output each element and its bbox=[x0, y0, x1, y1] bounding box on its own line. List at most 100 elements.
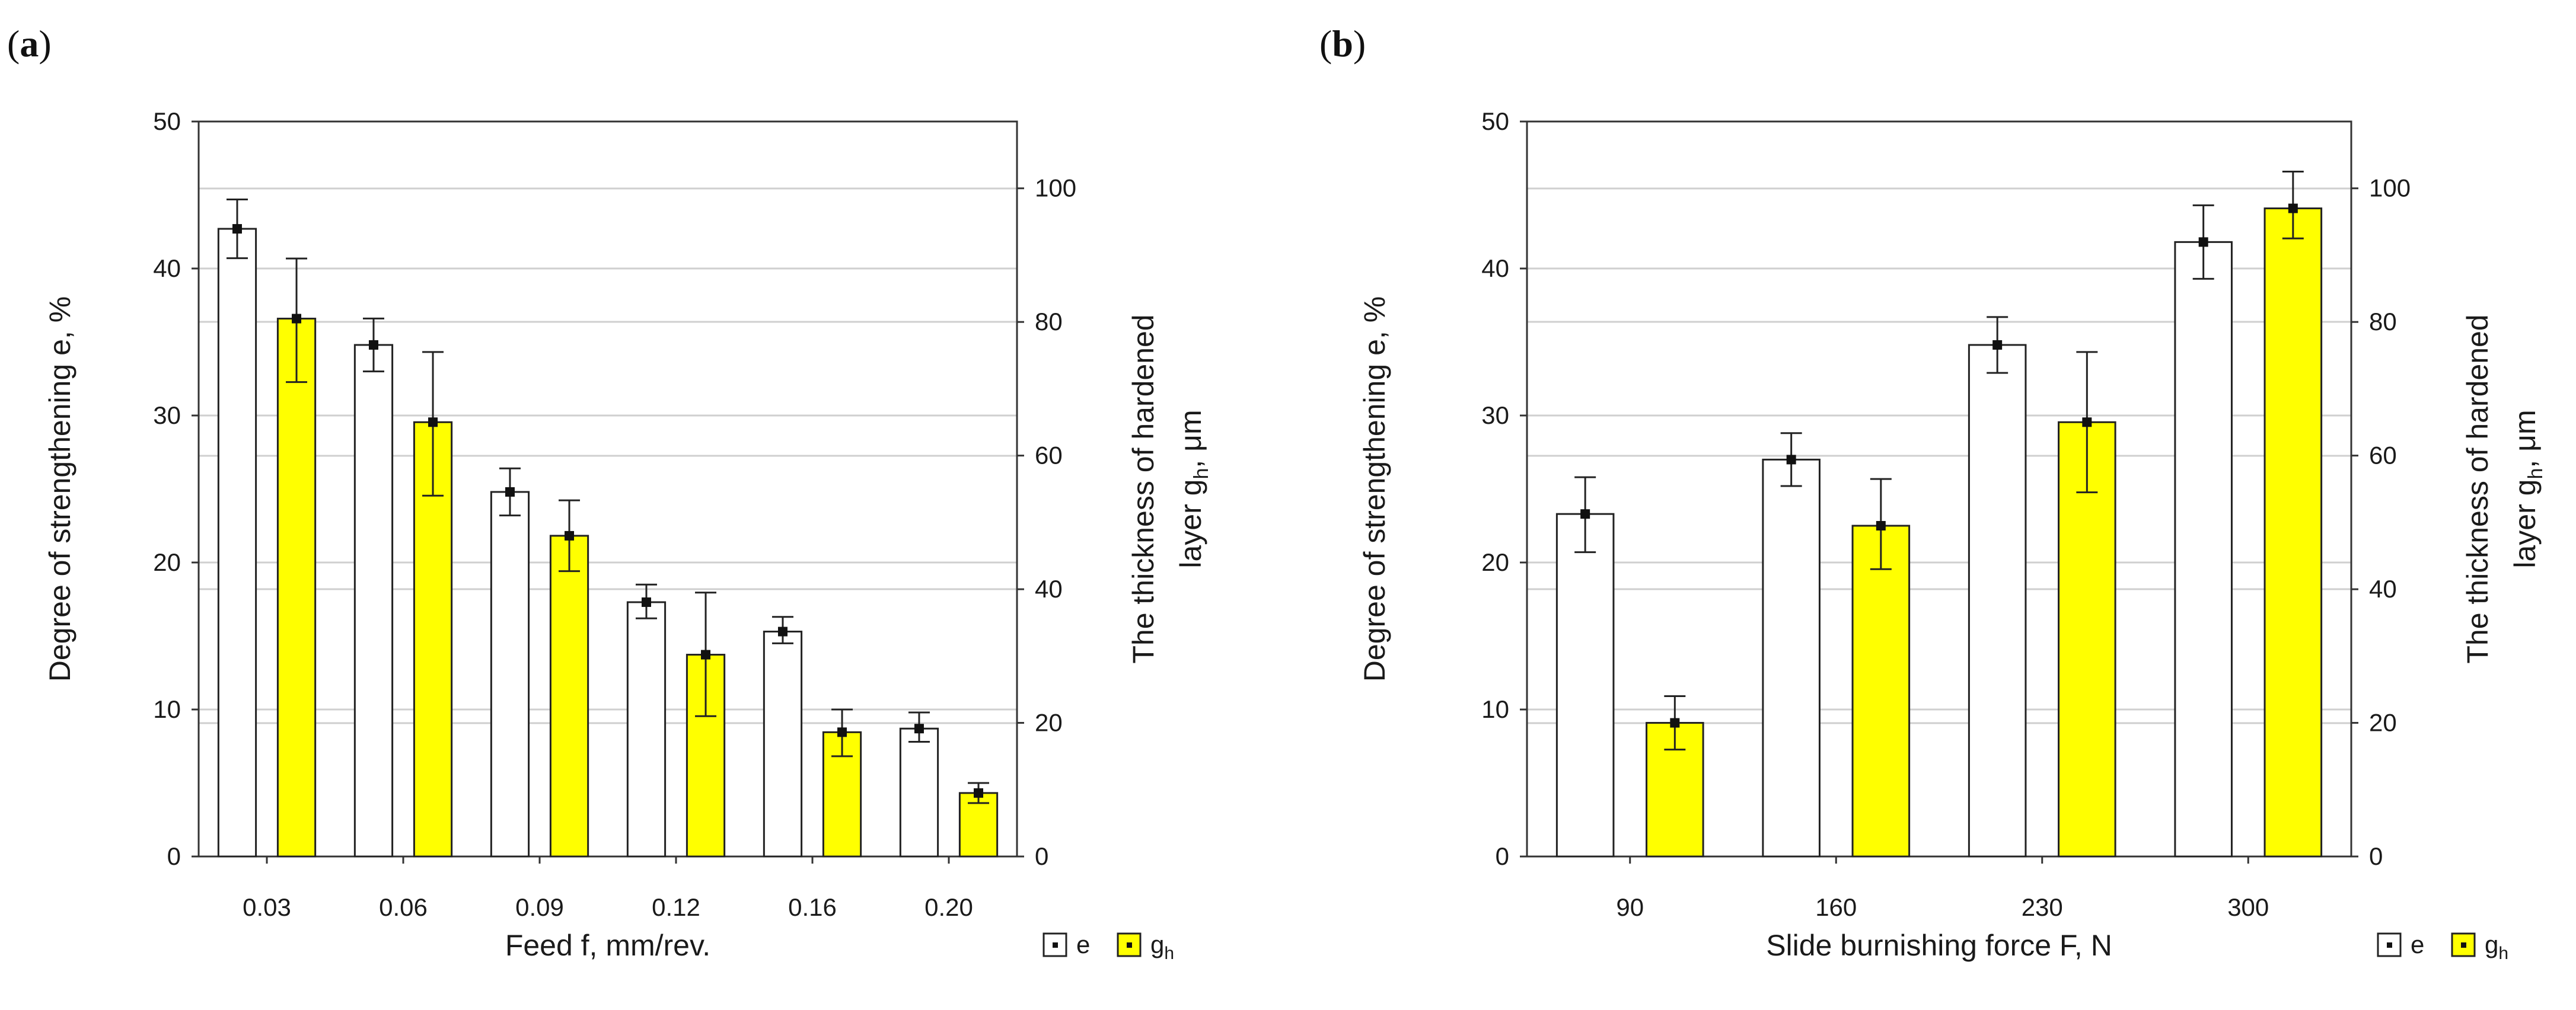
mean-marker bbox=[914, 724, 924, 734]
bar-e bbox=[217, 228, 257, 858]
y2-tick-label: 60 bbox=[2369, 442, 2397, 469]
mean-marker bbox=[1670, 718, 1680, 728]
x-tick-label: 160 bbox=[1815, 893, 1857, 921]
bar-e bbox=[1762, 458, 1821, 858]
mean-marker bbox=[777, 627, 788, 637]
y2-axis-title-sub: h bbox=[2524, 468, 2547, 480]
legend-label-gh-main: g bbox=[2485, 931, 2498, 958]
bar-gh bbox=[276, 318, 317, 858]
panel-label-open: ( bbox=[1319, 23, 1332, 65]
legend-label-e: e bbox=[2411, 931, 2424, 958]
bar-e bbox=[1555, 513, 1615, 858]
mean-marker bbox=[1786, 455, 1796, 465]
x-tick-label: 0.03 bbox=[243, 893, 291, 921]
y-tick-label: 0 bbox=[167, 842, 181, 870]
legend-marker-e bbox=[1053, 942, 1058, 948]
y-tick-label: 0 bbox=[1496, 842, 1509, 870]
x-axis-title: Slide burnishing force F, N bbox=[1766, 929, 2112, 962]
mean-marker bbox=[1876, 521, 1886, 530]
mean-marker bbox=[701, 650, 711, 660]
bar-e bbox=[763, 631, 803, 858]
legend: e gh bbox=[1042, 931, 1174, 963]
panel-label-open: ( bbox=[7, 23, 20, 65]
mean-marker bbox=[974, 788, 984, 798]
legend-label-gh: gh bbox=[2485, 931, 2508, 963]
bar-e bbox=[2174, 241, 2233, 858]
x-tick-label: 0.12 bbox=[652, 893, 700, 921]
legend-marker-gh bbox=[1127, 942, 1132, 948]
y2-axis-title-line1: The thickness of hardened bbox=[1127, 314, 1160, 663]
bar-e bbox=[353, 344, 394, 858]
y-tick-label: 40 bbox=[153, 254, 181, 282]
x-tick-label: 0.20 bbox=[924, 893, 973, 921]
y2-tick-label: 80 bbox=[2369, 308, 2397, 335]
x-axis-title: Feed f, mm/rev. bbox=[505, 929, 710, 962]
bar-e bbox=[899, 727, 939, 858]
y2-tick-label: 60 bbox=[1035, 442, 1063, 469]
panel-label-close: ) bbox=[39, 23, 51, 65]
y-tick-label: 20 bbox=[1481, 548, 1509, 576]
mean-marker bbox=[641, 597, 651, 607]
mean-marker bbox=[565, 530, 575, 541]
y2-tick-label: 100 bbox=[1035, 174, 1076, 202]
y2-axis-title-line2: layer gh, μm bbox=[2508, 410, 2547, 568]
y-tick-label: 20 bbox=[153, 548, 181, 576]
y2-tick-label: 100 bbox=[2369, 174, 2411, 202]
bar-gh bbox=[2058, 421, 2116, 858]
mean-marker bbox=[1580, 509, 1590, 519]
y2-tick-label: 20 bbox=[2369, 709, 2397, 737]
mean-marker bbox=[428, 417, 438, 427]
mean-marker bbox=[368, 340, 378, 350]
y-tick-label: 30 bbox=[153, 401, 181, 429]
bar-e bbox=[490, 491, 530, 858]
mean-marker bbox=[232, 224, 242, 234]
mean-marker bbox=[1992, 340, 2003, 350]
panel-label: (b) bbox=[1319, 23, 1366, 65]
y2-axis-title-tail: , μm bbox=[1174, 410, 1207, 468]
legend-label-gh-sub: h bbox=[1164, 944, 1174, 963]
mean-marker bbox=[505, 487, 515, 497]
legend-label-gh-sub: h bbox=[2498, 944, 2508, 963]
y-tick-label: 10 bbox=[153, 695, 181, 723]
y2-axis-title-line1: The thickness of hardened bbox=[2461, 314, 2494, 663]
x-tick-label: 300 bbox=[2227, 893, 2269, 921]
y-tick-label: 10 bbox=[1481, 695, 1509, 723]
panel-label: (a) bbox=[7, 23, 52, 65]
y-tick-label: 50 bbox=[153, 107, 181, 135]
y-tick-label: 40 bbox=[1481, 254, 1509, 282]
bar-gh bbox=[549, 535, 589, 858]
mean-marker bbox=[837, 727, 847, 737]
legend: e gh bbox=[2377, 931, 2508, 963]
panel-label-close: ) bbox=[1353, 23, 1366, 65]
y-axis-title: Degree of strengthening e, % bbox=[1358, 296, 1391, 682]
y2-axis-title-main: layer g bbox=[2508, 480, 2542, 568]
mean-marker bbox=[2082, 417, 2092, 427]
y2-axis-title-line2: layer gh, μm bbox=[1174, 410, 1213, 568]
x-tick-label: 0.16 bbox=[788, 893, 837, 921]
x-tick-label: 0.06 bbox=[379, 893, 428, 921]
y2-tick-label: 40 bbox=[2369, 575, 2397, 603]
legend-marker-e bbox=[2387, 942, 2392, 948]
mean-marker bbox=[2288, 203, 2298, 213]
x-tick-label: 90 bbox=[1616, 893, 1644, 921]
bar-gh bbox=[2263, 207, 2323, 858]
bar-gh bbox=[1851, 525, 1911, 858]
y-axis-title: Degree of strengthening e, % bbox=[43, 296, 76, 682]
bar-e bbox=[1968, 344, 2027, 858]
y2-tick-label: 20 bbox=[1035, 709, 1063, 737]
legend-label-gh-main: g bbox=[1150, 931, 1164, 958]
mean-marker bbox=[2198, 237, 2208, 247]
plot-frame bbox=[1526, 120, 2352, 858]
y-tick-label: 50 bbox=[1481, 107, 1509, 135]
y2-tick-label: 80 bbox=[1035, 308, 1063, 335]
legend-label-gh: gh bbox=[1150, 931, 1174, 963]
chart-panel-a: (a) 0 10 20 30 40 50 0 20 40 60 80 100 0.03 0.06 0.09 0.… bbox=[7, 23, 1213, 963]
y2-tick-label: 40 bbox=[1035, 575, 1063, 603]
mean-marker bbox=[292, 314, 302, 324]
chart-panel-b: (b) 0 10 20 30 40 50 0 20 40 60 80 100 90 160 230 300 Deg… bbox=[1319, 23, 2547, 963]
plot-frame bbox=[197, 120, 1018, 858]
y2-tick-label: 0 bbox=[2369, 842, 2383, 870]
y2-axis-title-sub: h bbox=[1190, 468, 1213, 480]
legend-marker-gh bbox=[2461, 942, 2466, 948]
